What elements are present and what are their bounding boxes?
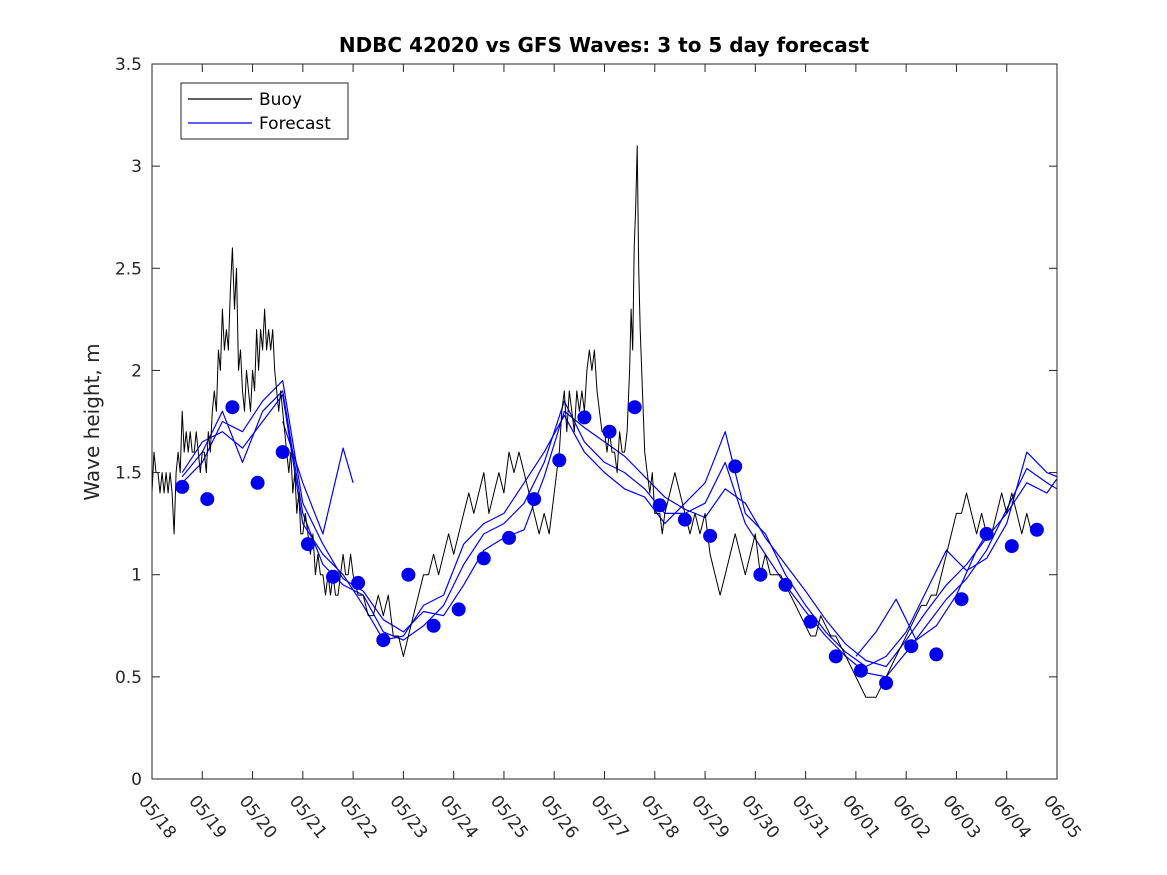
forecast-point [853, 663, 868, 678]
forecast-point [703, 528, 718, 543]
forecast-line-5 [855, 533, 988, 657]
y-tick-label: 0.5 [115, 668, 142, 688]
forecast-point [728, 459, 743, 474]
forecast-point [326, 569, 340, 584]
forecast-point [677, 512, 692, 527]
forecast-point [1029, 522, 1044, 537]
series-group [152, 145, 1057, 698]
y-tick-label: 0 [131, 770, 142, 790]
forecast-point [426, 618, 441, 633]
y-tick-label: 3 [131, 157, 142, 177]
forecast-point [451, 602, 466, 617]
forecast-point [1004, 539, 1019, 554]
forecast-point [904, 639, 919, 654]
forecast-line-3 [181, 394, 1057, 668]
forecast-point [577, 410, 592, 425]
forecast-point [954, 592, 969, 607]
forecast-point [552, 453, 567, 468]
y-tick-label: 1.5 [115, 464, 142, 484]
forecast-point [527, 492, 542, 507]
forecast-point [376, 633, 391, 648]
forecast-point [753, 567, 768, 582]
y-tick-label: 2 [131, 361, 142, 381]
chart-title: NDBC 42020 vs GFS Waves: 3 to 5 day fore… [339, 33, 870, 57]
forecast-point [200, 492, 215, 507]
legend-label-forecast: Forecast [259, 114, 331, 134]
forecast-point [300, 537, 315, 552]
forecast-point [778, 577, 793, 592]
forecast-line-1 [181, 380, 1057, 668]
legend-label-buoy: Buoy [259, 90, 302, 110]
y-tick-label: 2.5 [115, 259, 142, 279]
forecast-point [803, 614, 818, 629]
forecast-point [627, 400, 642, 415]
forecast-point [401, 567, 416, 582]
forecast-point [275, 445, 290, 460]
buoy-line [152, 145, 1033, 698]
legend-box [180, 82, 349, 140]
forecast-point [828, 649, 843, 664]
forecast-point [979, 526, 994, 541]
y-tick-label: 1 [131, 566, 142, 586]
forecast-point [929, 647, 944, 662]
forecast-point [652, 498, 667, 513]
forecast-point [879, 676, 894, 690]
legend: Buoy Forecast [180, 82, 349, 140]
y-axis-label: Wave height, m [80, 343, 104, 500]
y-tick-label: 3.5 [115, 55, 142, 75]
forecast-point [250, 475, 265, 490]
forecast-line-4 [282, 421, 354, 535]
forecast-point [476, 551, 491, 566]
forecast-point [351, 575, 366, 590]
forecast-point [602, 424, 617, 439]
forecast-point [502, 530, 516, 545]
forecast-point [225, 400, 240, 415]
forecast-point [175, 479, 190, 494]
